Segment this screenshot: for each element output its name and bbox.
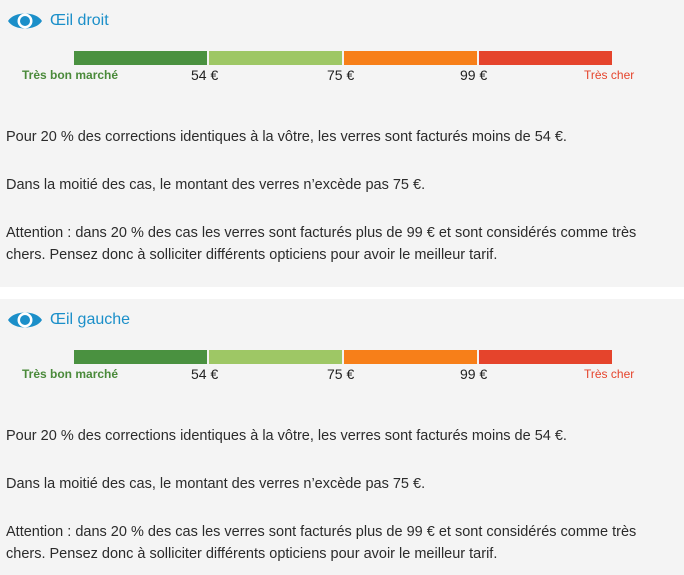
info-paragraph: Pour 20 % des corrections identiques à l… (6, 428, 567, 444)
panel-header: Œil gauche (6, 308, 130, 332)
scale-segment-expensive (344, 350, 477, 364)
eye-icon (8, 13, 42, 29)
scale-price-1: 54 € (191, 67, 219, 83)
price-scale: Très bon marché 54 € 75 € 99 € Très cher (0, 51, 684, 91)
panel-left-eye: Œil gauche Très bon marché 54 € 75 € 99 … (0, 299, 684, 575)
info-paragraph: Pour 20 % des corrections identiques à l… (6, 129, 567, 145)
scale-segment-very-cheap (74, 350, 207, 364)
scale-price-2: 75 € (327, 366, 355, 382)
scale-price-2: 75 € (327, 67, 355, 83)
scale-label-cheap: Très bon marché (22, 367, 119, 381)
scale-segment-very-expensive (479, 350, 612, 364)
scale-label-expensive: Très cher (584, 367, 635, 381)
info-paragraph: Dans la moitié des cas, le montant des v… (6, 177, 426, 193)
warning-paragraph: Attention : dans 20 % des cas les verres… (6, 524, 637, 562)
panel-header: Œil droit (6, 9, 109, 33)
scale-price-1: 54 € (191, 366, 219, 382)
scale-segment-cheap (209, 51, 342, 65)
scale-label-expensive: Très cher (584, 68, 635, 82)
scale-segment-very-cheap (74, 51, 207, 65)
panel-title: Œil droit (50, 12, 109, 29)
panel-title: Œil gauche (50, 311, 131, 328)
scale-price-3: 99 € (460, 67, 488, 83)
scale-price-3: 99 € (460, 366, 488, 382)
warning-paragraph: Attention : dans 20 % des cas les verres… (6, 225, 637, 263)
panel-right-eye: Œil droit Très bon marché 54 € 75 € 99 €… (0, 0, 684, 287)
scale-label-cheap: Très bon marché (22, 68, 119, 82)
scale-segment-very-expensive (479, 51, 612, 65)
info-paragraph: Dans la moitié des cas, le montant des v… (6, 476, 426, 492)
scale-segment-cheap (209, 350, 342, 364)
scale-segment-expensive (344, 51, 477, 65)
eye-icon (8, 312, 42, 328)
price-scale: Très bon marché 54 € 75 € 99 € Très cher (0, 350, 684, 390)
